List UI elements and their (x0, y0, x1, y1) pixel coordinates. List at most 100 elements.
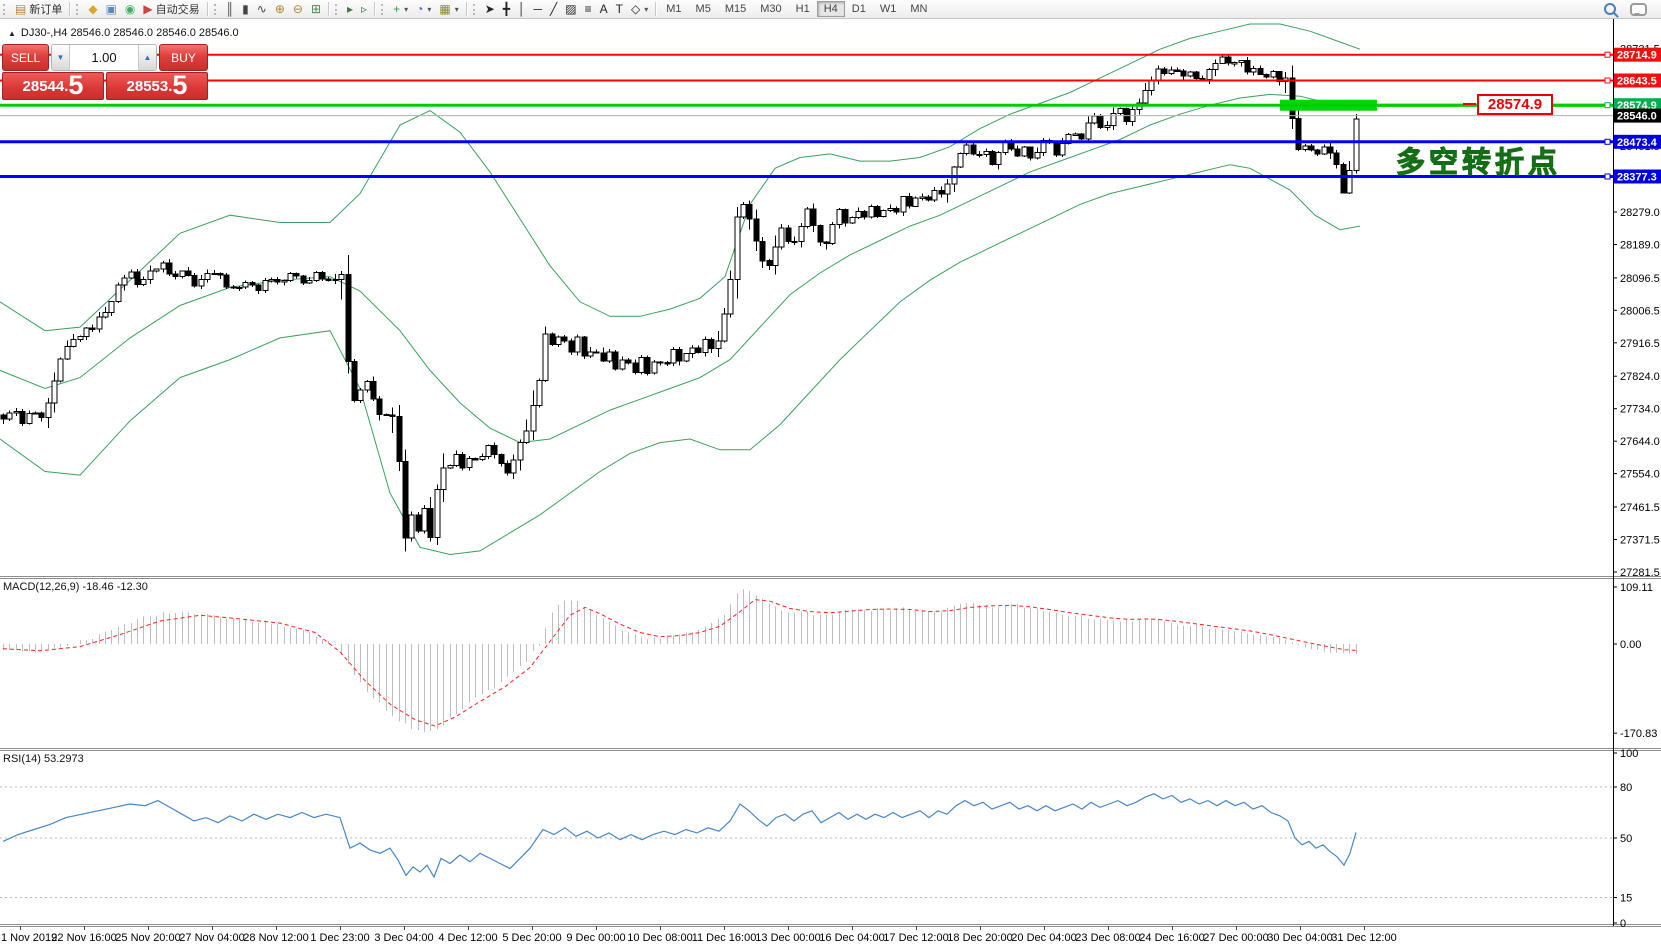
tile-windows-icon[interactable]: ⊞ (307, 2, 325, 16)
autotrading-button[interactable]: ▶ 自动交易 (139, 0, 203, 18)
time-tick-label: 10 Dec 08:00 (627, 932, 692, 944)
candle-body (1346, 170, 1353, 194)
candle-body (211, 272, 218, 275)
timeframe-button-mn[interactable]: MN (910, 3, 928, 15)
auto-scroll-icon: ▸ (347, 2, 354, 16)
timeframe-button-h4[interactable]: H4 (816, 1, 845, 17)
candle-body (938, 189, 945, 195)
indicators-icon[interactable]: + ▾ (389, 2, 412, 16)
candle-body (855, 211, 862, 219)
candle-body (1174, 69, 1181, 72)
dropdown-caret-icon[interactable]: ▾ (454, 4, 459, 14)
auto-scroll-icon[interactable]: ▸ (343, 2, 357, 16)
candle-body (1053, 141, 1060, 156)
label-icon[interactable]: T (612, 2, 627, 16)
candle-body (83, 327, 90, 337)
timeframe-button-w1[interactable]: W1 (879, 3, 897, 15)
candle-body (1117, 108, 1124, 114)
candle-body (995, 152, 1002, 165)
buy-price[interactable]: 28553. 5 (106, 72, 208, 100)
chat-icon[interactable] (1630, 2, 1647, 16)
templates-icon[interactable]: ▦ ▾ (435, 2, 462, 16)
timeframe-button-m15[interactable]: M15 (724, 3, 747, 15)
zoom-out-icon: ⊖ (292, 2, 303, 16)
timeframe-button-m30[interactable]: M30 (760, 3, 782, 15)
timeframe-button-h1[interactable]: H1 (795, 3, 810, 15)
volume-decrease-button[interactable]: ▼ (52, 45, 70, 70)
timeframe-button-d1[interactable]: D1 (851, 3, 866, 15)
candle-body (160, 262, 167, 270)
candle-body (1212, 62, 1219, 71)
toolbar-grip (381, 3, 385, 15)
candle-body (1110, 113, 1117, 126)
candle-body (1199, 77, 1206, 81)
timeframe-button-m1[interactable]: M1 (666, 3, 682, 15)
candle-body (1193, 71, 1200, 79)
candle-body (1161, 68, 1168, 74)
new-order-button[interactable]: ▤ 新订单 (11, 0, 66, 18)
candle-body (976, 153, 983, 157)
candle-body (759, 240, 766, 262)
candle-body (338, 274, 345, 280)
time-tick-label: 31 Dec 12:00 (1331, 932, 1396, 944)
candle-body (689, 347, 696, 355)
candle-body (402, 461, 409, 539)
market-watch-icon[interactable]: ◆ (84, 2, 101, 16)
candle-body (32, 412, 39, 415)
vertical-line-icon[interactable]: │ (514, 2, 530, 16)
bar-chart-icon[interactable]: ║ (222, 2, 239, 16)
horizontal-line-icon[interactable]: ─ (530, 2, 547, 16)
crosshair-icon[interactable]: ╋ (499, 2, 514, 16)
volume-value[interactable]: 1.00 (91, 50, 117, 65)
symbol-collapse-icon[interactable]: ▲ (8, 28, 16, 38)
candle-body (778, 227, 785, 248)
volume-increase-button[interactable]: ▲ (138, 45, 156, 70)
dropdown-caret-icon[interactable]: ▾ (644, 4, 649, 14)
candle-body (287, 272, 294, 282)
price-callout-connector (1463, 103, 1476, 105)
zoom-out-icon[interactable]: ⊖ (289, 2, 307, 16)
dropdown-caret-icon[interactable]: ▾ (404, 4, 409, 14)
fibonacci-icon[interactable]: ≡ (581, 2, 596, 16)
line-end-marker (1604, 51, 1611, 58)
line-chart-icon[interactable]: ∿ (253, 2, 271, 16)
candle-body (957, 152, 964, 168)
dropdown-caret-icon[interactable]: ▾ (427, 4, 432, 14)
timeframe-button-m5[interactable]: M5 (695, 3, 711, 15)
sell-button[interactable]: SELL (2, 44, 49, 71)
candle-body (491, 445, 498, 456)
zoom-in-icon[interactable]: ⊕ (271, 2, 289, 16)
search-icon[interactable] (1604, 3, 1616, 15)
periods-icon[interactable]: ◔ ▾ (412, 2, 435, 16)
macd-panel (2, 589, 1357, 732)
candle-body (1187, 71, 1194, 77)
label-icon: T (615, 2, 623, 16)
candle-body (1091, 115, 1098, 124)
candle-body (153, 268, 160, 272)
price-badge (1614, 73, 1661, 88)
main-toolbar: ▤ 新订单 ◆ ▣ ◉ ▶ 自动交易 ║ ▮ ∿ ⊕ ⊖ ⊞ ▸ ▹ + ▾ ◔ ▾ ▦ ▾ ➤ ╋ │ ─ ╱ ▨ ≡ A T ◇ ▾ M1 M… (0, 0, 1661, 19)
sell-price[interactable]: 28544. 5 (2, 72, 104, 100)
rsi-tick-label: 80 (1620, 782, 1632, 794)
candlestick-chart-icon[interactable]: ▮ (238, 2, 253, 16)
text-icon[interactable]: A (596, 2, 612, 16)
chart-shift-icon[interactable]: ▹ (357, 2, 371, 16)
candle-body (1231, 62, 1238, 65)
buy-button[interactable]: BUY (159, 44, 208, 71)
candle-body (791, 240, 798, 244)
indicators-icon: + (393, 2, 401, 16)
mobile-terminal-icon[interactable]: ▣ (102, 2, 121, 16)
candle-body (568, 340, 575, 353)
trendline-icon[interactable]: ╱ (546, 2, 561, 16)
candle-body (13, 411, 20, 414)
turning-point-annotation[interactable]: 多空转折点 (1395, 147, 1562, 180)
price-callout-box[interactable]: 28574.9 (1477, 94, 1553, 115)
shapes-icon[interactable]: ◇ ▾ (627, 2, 652, 16)
signals-icon[interactable]: ◉ (121, 2, 139, 16)
candle-body (542, 333, 549, 381)
candle-body (115, 284, 122, 303)
cursor-icon[interactable]: ➤ (481, 2, 499, 16)
rsi-tick-label: 0 (1620, 918, 1626, 930)
channel-icon[interactable]: ▨ (561, 2, 580, 16)
candle-body (1097, 115, 1104, 129)
